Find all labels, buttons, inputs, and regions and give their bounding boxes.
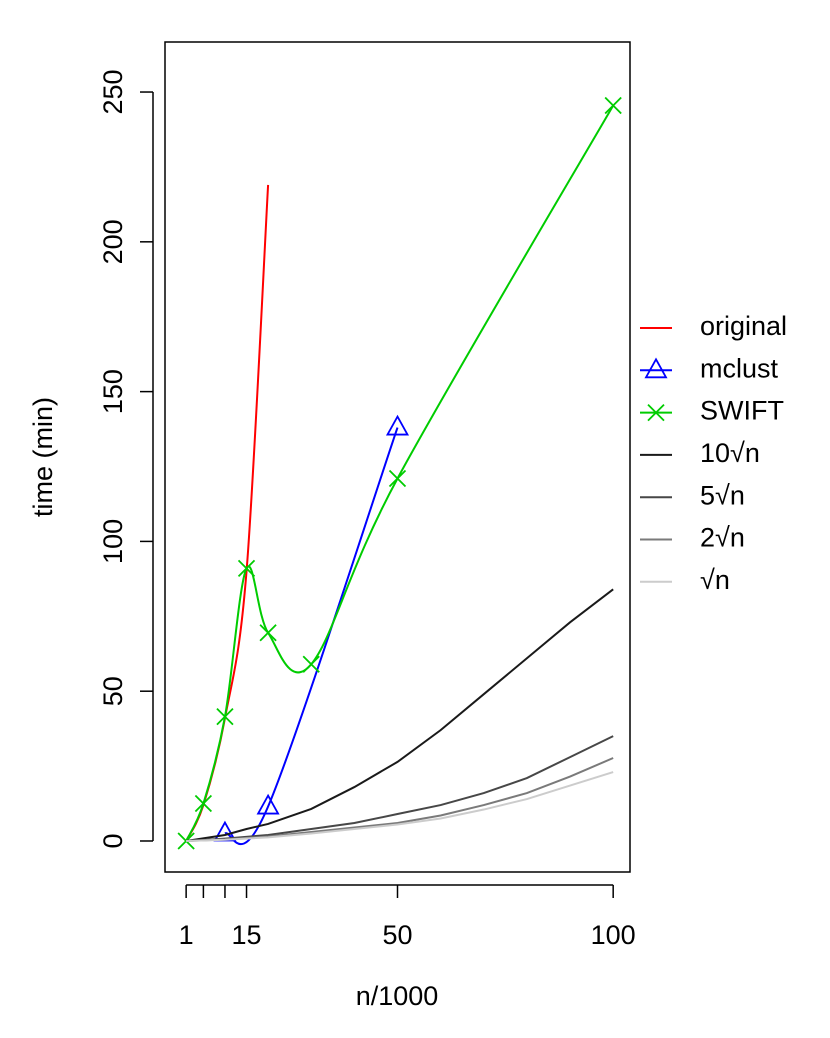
legend-label: √n [700, 565, 730, 595]
y-tick-label: 250 [98, 69, 128, 114]
plot-frame [164, 41, 631, 873]
series-line [186, 735, 614, 842]
point-marker [256, 793, 280, 815]
y-axis-title: time (min) [28, 397, 58, 517]
point-marker [385, 414, 410, 436]
point-marker [259, 624, 277, 642]
series-line [185, 184, 270, 842]
point-marker [237, 559, 256, 578]
point-marker [177, 832, 195, 850]
series-line [185, 105, 615, 842]
series-line [186, 771, 614, 842]
x-tick-label: 1 [179, 920, 194, 950]
legend-marker [644, 357, 668, 379]
y-tick-label: 150 [98, 369, 128, 414]
series-line [224, 427, 399, 846]
point-marker [194, 794, 213, 813]
point-marker [604, 96, 622, 115]
legend-marker [647, 403, 665, 422]
y-tick-label: 100 [98, 519, 128, 564]
point-marker [302, 655, 320, 673]
legend-label: original [700, 311, 787, 341]
x-tick-label: 15 [232, 920, 262, 950]
legend-label: 5√n [700, 480, 745, 510]
y-tick-label: 0 [98, 833, 128, 848]
legend-label: 10√n [700, 438, 760, 468]
y-tick-label: 200 [98, 219, 128, 264]
legend-label: mclust [700, 353, 779, 383]
x-tick-label: 50 [382, 920, 412, 950]
point-marker [388, 469, 407, 488]
point-marker [216, 708, 234, 726]
y-tick-label: 50 [98, 676, 128, 706]
legend-label: SWIFT [700, 396, 784, 426]
legend-label: 2√n [700, 523, 745, 553]
x-tick-label: 100 [591, 920, 636, 950]
series-line [185, 588, 614, 842]
x-axis-title: n/1000 [356, 981, 439, 1011]
